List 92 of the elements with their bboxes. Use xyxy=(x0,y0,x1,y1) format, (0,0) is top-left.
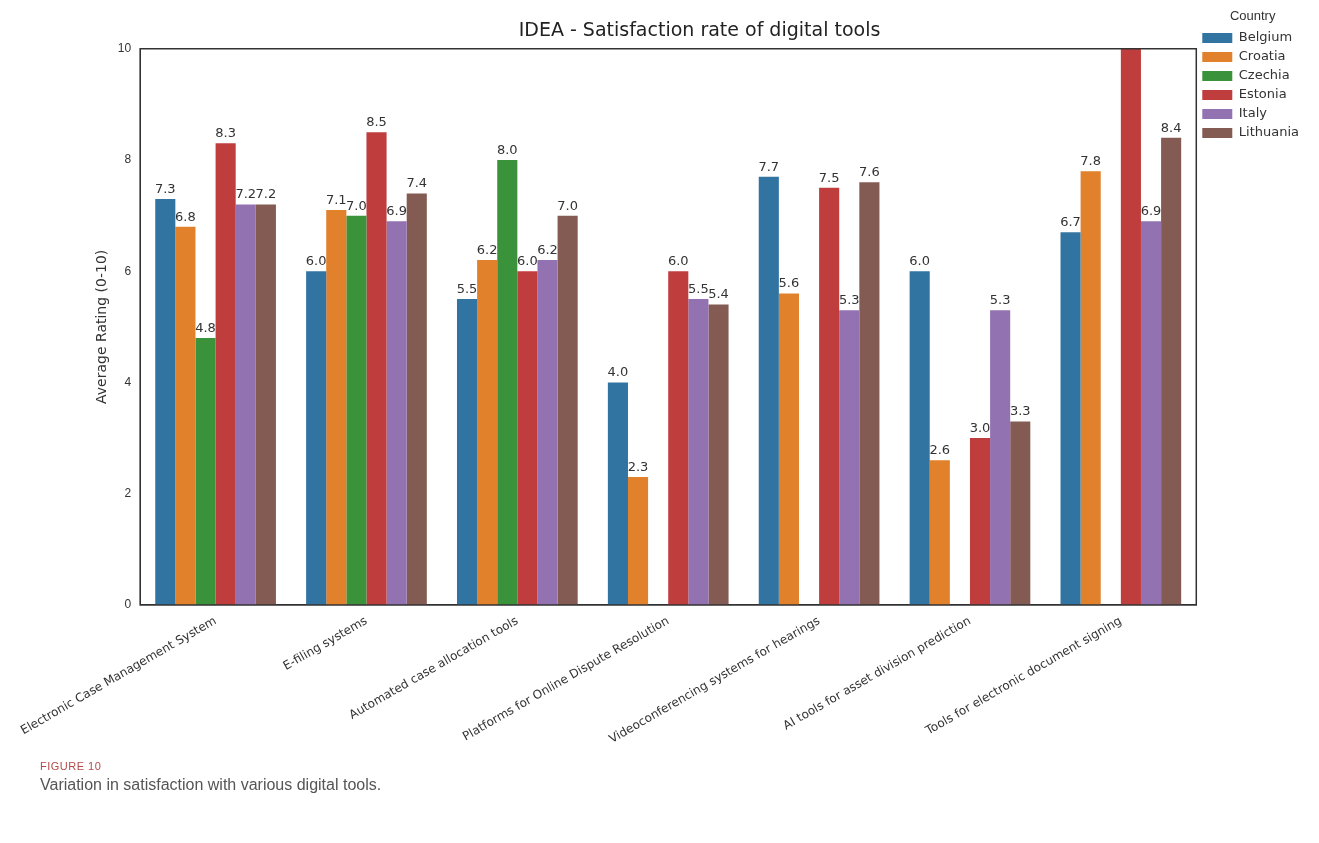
bar xyxy=(758,176,779,605)
data-label: 6.7 xyxy=(1060,214,1081,230)
y-tick-label: 8 xyxy=(124,152,132,167)
bar xyxy=(366,132,387,605)
bar xyxy=(969,438,991,605)
data-label: 6.0 xyxy=(517,253,538,269)
legend-label: Italy xyxy=(1238,105,1268,121)
data-label: 6.9 xyxy=(386,203,407,219)
bar xyxy=(406,193,427,605)
y-tick-label: 4 xyxy=(124,374,132,389)
data-label: 3.0 xyxy=(969,419,991,435)
bar xyxy=(326,210,347,605)
data-label: 7.0 xyxy=(557,197,578,213)
data-label: 7.1 xyxy=(325,191,347,207)
chart-title: IDEA - Satisfaction rate of digital tools xyxy=(518,18,881,41)
bar xyxy=(839,310,860,605)
data-label: 2.6 xyxy=(929,442,951,458)
data-label: 6.8 xyxy=(175,208,196,224)
legend-label: Czechia xyxy=(1238,67,1290,83)
data-label: 8.0 xyxy=(496,141,518,157)
data-label: 6.9 xyxy=(1140,203,1162,219)
bar xyxy=(386,221,407,605)
bar xyxy=(517,271,538,605)
bar xyxy=(607,382,628,605)
bar xyxy=(819,187,840,605)
bar xyxy=(346,215,367,605)
data-label: 7.7 xyxy=(758,158,780,174)
data-label: 7.8 xyxy=(1080,153,1102,169)
data-label: 7.5 xyxy=(818,169,840,185)
data-label: 4.8 xyxy=(195,319,216,335)
bar xyxy=(557,215,578,605)
y-tick-label: 0 xyxy=(124,597,132,612)
bar xyxy=(909,271,930,605)
bar xyxy=(627,477,649,605)
bar xyxy=(537,260,558,605)
bar xyxy=(859,182,880,605)
data-label: 7.6 xyxy=(859,164,880,180)
y-tick-label: 6 xyxy=(124,263,132,278)
bar xyxy=(215,143,236,605)
bar xyxy=(990,310,1011,605)
legend-title: Country xyxy=(1229,8,1276,24)
bar xyxy=(1161,137,1182,605)
legend-label: Belgium xyxy=(1238,29,1293,45)
data-label: 7.2 xyxy=(255,186,277,202)
bar xyxy=(688,299,709,605)
data-label: 6.2 xyxy=(476,241,498,257)
data-label: 3.3 xyxy=(1009,403,1031,419)
bar xyxy=(235,204,256,605)
data-label: 8.4 xyxy=(1160,119,1182,135)
data-label: 8.3 xyxy=(215,125,236,141)
data-label: 6.0 xyxy=(305,253,327,269)
bar xyxy=(1010,421,1031,605)
data-label: 5.3 xyxy=(838,292,860,308)
bar xyxy=(306,271,327,605)
bar xyxy=(456,299,478,605)
bar xyxy=(1120,48,1141,605)
bar xyxy=(778,293,799,605)
data-label: 2.3 xyxy=(627,458,649,474)
bar xyxy=(1060,232,1081,605)
data-label: 5.6 xyxy=(778,275,800,291)
legend-label: Croatia xyxy=(1238,48,1286,64)
data-label: 5.5 xyxy=(456,280,478,296)
data-label: 5.3 xyxy=(989,292,1011,308)
data-label: 4.0 xyxy=(607,364,629,380)
data-label: 5.5 xyxy=(688,280,709,296)
data-label: 5.4 xyxy=(708,286,729,302)
data-label: 8.5 xyxy=(366,114,387,130)
y-axis-title: Average Rating (0-10) xyxy=(93,249,110,404)
bar xyxy=(155,198,176,605)
text: Variation in satisfaction with various digital tools. xyxy=(40,776,382,794)
bar xyxy=(255,204,276,605)
bar xyxy=(477,260,498,605)
bar xyxy=(497,160,518,605)
bar xyxy=(668,271,689,605)
bar xyxy=(1080,171,1101,605)
data-label: 6.2 xyxy=(537,241,558,257)
legend-label: Estonia xyxy=(1238,86,1287,102)
bar xyxy=(929,460,950,605)
data-label: 7.3 xyxy=(154,180,176,196)
data-label: 7.0 xyxy=(346,197,367,213)
y-tick-label: 2 xyxy=(124,486,132,500)
data-label: 6.0 xyxy=(667,253,689,269)
legend-label: Lithuania xyxy=(1238,124,1299,140)
y-tick-label: 10 xyxy=(117,41,132,56)
bar xyxy=(195,337,216,605)
bar xyxy=(175,226,196,605)
data-label: 7.4 xyxy=(406,175,428,191)
data-label: 6.0 xyxy=(909,253,931,269)
bar xyxy=(1140,221,1162,605)
caption: FIGURE 10 xyxy=(40,760,103,772)
bar xyxy=(708,304,729,605)
data-label: 7.2 xyxy=(235,186,257,202)
